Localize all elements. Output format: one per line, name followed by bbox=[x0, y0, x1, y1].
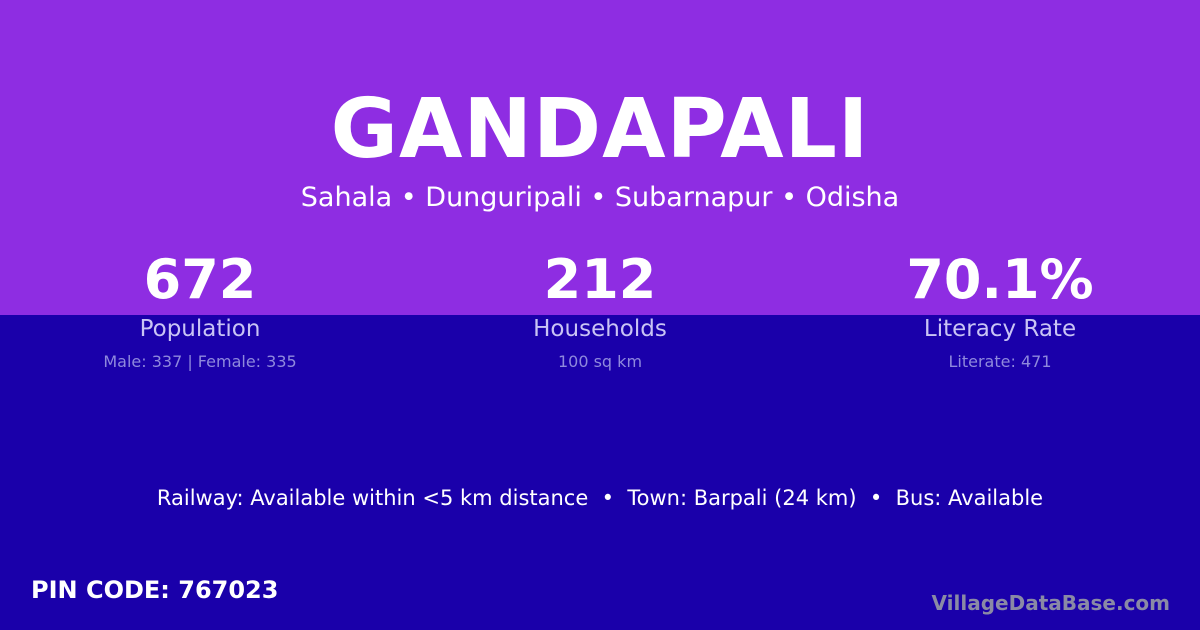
header-band bbox=[0, 0, 1200, 315]
stat-label: Households bbox=[533, 316, 667, 342]
village-title: GANDAPALI bbox=[330, 82, 870, 177]
brand-watermark: VillageDataBase.com bbox=[931, 591, 1170, 615]
stat-label: Population bbox=[139, 316, 261, 342]
location-breadcrumb: Sahala • Dunguripali • Subarnapur • Odis… bbox=[300, 182, 900, 213]
stat-value: 212 bbox=[543, 248, 657, 311]
stat-detail: 100 sq km bbox=[557, 352, 643, 371]
stat-value: 672 bbox=[143, 248, 257, 311]
stat-value: 70.1% bbox=[906, 248, 1094, 311]
stat-population: 672 Population Male: 337 | Female: 335 bbox=[0, 248, 400, 371]
pin-code: PIN CODE: 767023 bbox=[31, 576, 279, 604]
stat-detail: Male: 337 | Female: 335 bbox=[103, 352, 297, 371]
facilities-line: Railway: Available within <5 km distance… bbox=[156, 486, 1044, 510]
stat-detail: Literate: 471 bbox=[948, 352, 1052, 371]
stat-households: 212 Households 100 sq km bbox=[400, 248, 800, 371]
stat-label: Literacy Rate bbox=[923, 316, 1077, 342]
stat-literacy: 70.1% Literacy Rate Literate: 471 bbox=[800, 248, 1200, 371]
